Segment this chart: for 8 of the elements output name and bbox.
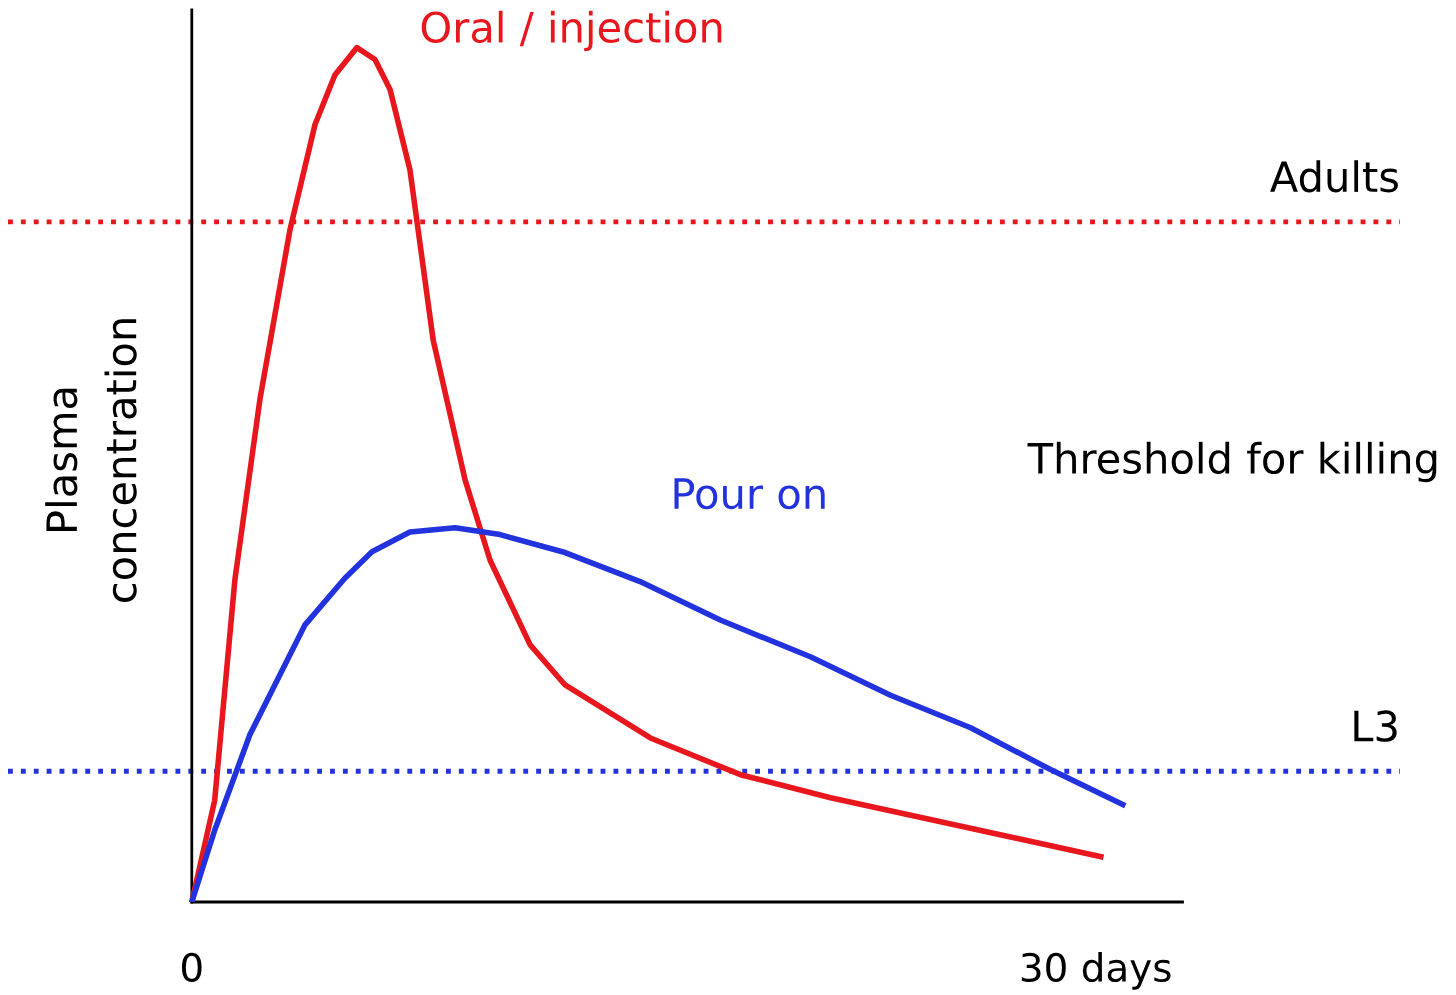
x-tick-label: 30 days [1021,952,1171,990]
series-label: Oral / injection [421,10,722,52]
x-tick-label: 0 [181,952,202,983]
ref-line-label: L3 [1354,710,1397,742]
annotation: Threshold for killing [1027,441,1437,483]
y-axis-title: Plasma concentration [45,319,137,602]
ref-line-label: Adults [1270,160,1398,193]
series-label: Pour on [674,478,825,510]
